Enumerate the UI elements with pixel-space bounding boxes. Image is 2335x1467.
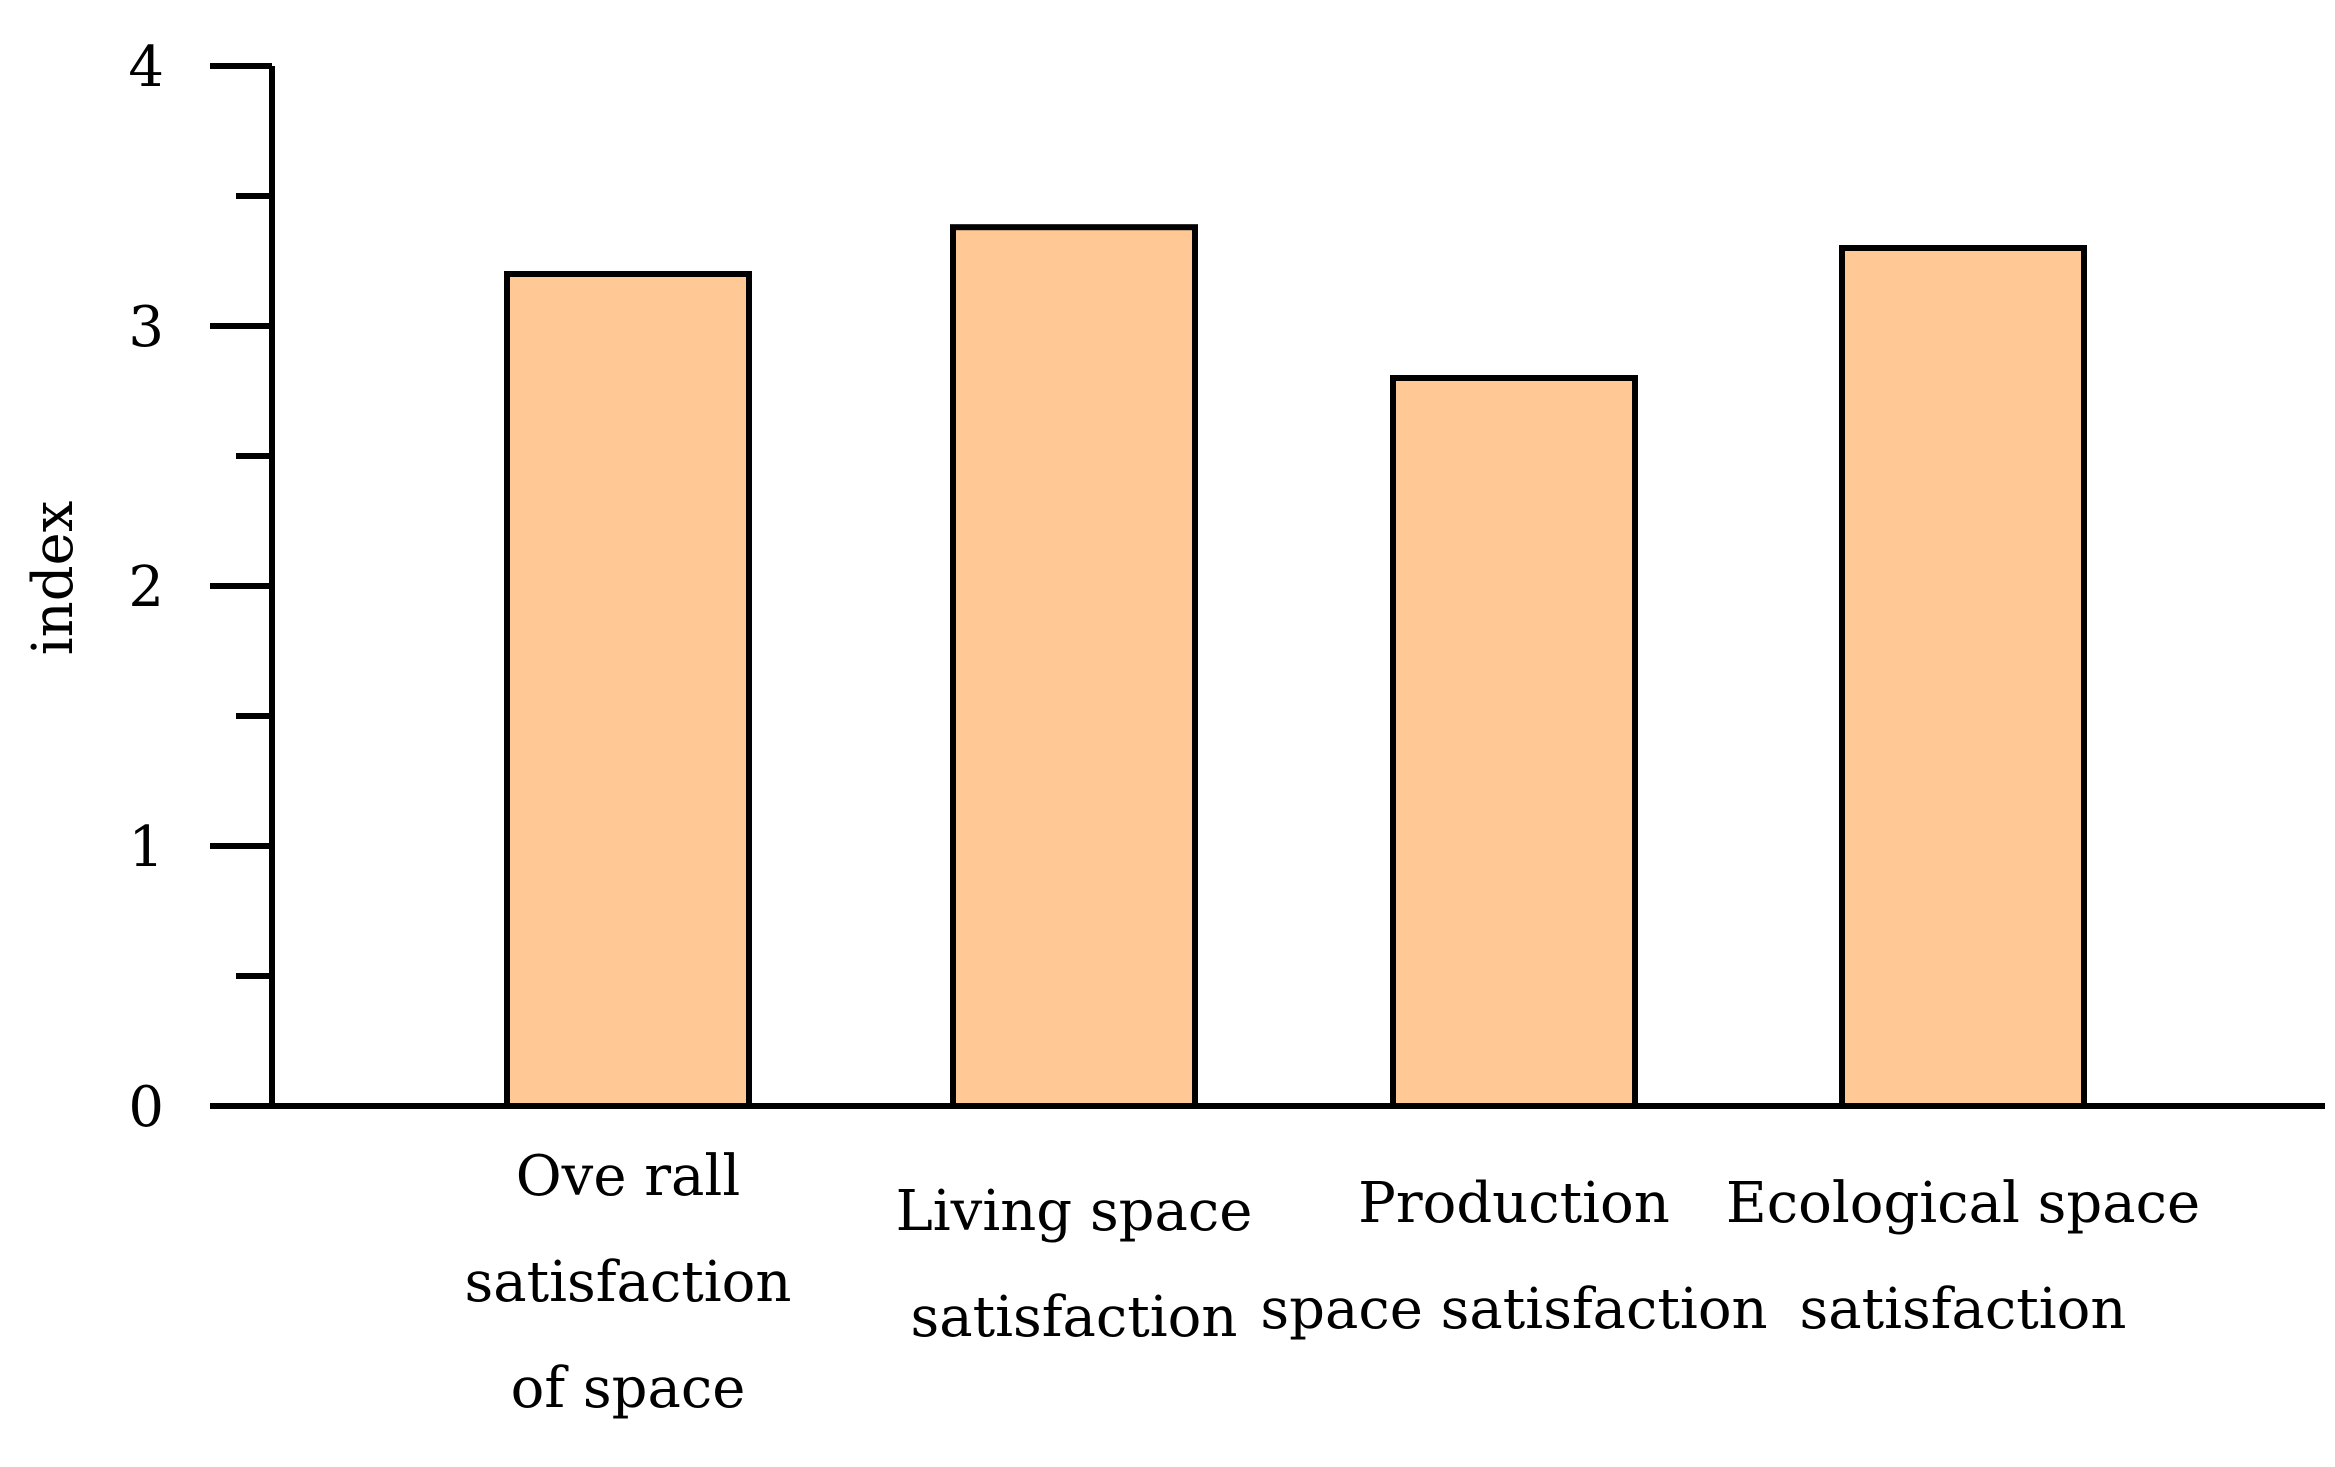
- x-category-label-line: satisfaction: [465, 1250, 792, 1315]
- x-category-label-line: Living space: [896, 1179, 1253, 1244]
- x-category-label-line: Production: [1358, 1171, 1670, 1236]
- x-category-label-line: Ecological space: [1726, 1171, 2200, 1236]
- bar-0: [504, 271, 752, 1109]
- x-category-label-3: Ecological space satisfaction: [1726, 1171, 2200, 1342]
- x-category-label-line: satisfaction: [911, 1285, 1238, 1350]
- y-axis-title: index: [21, 501, 86, 656]
- bars-layer: [504, 224, 2087, 1109]
- y-tick-label: 2: [128, 555, 164, 620]
- labels-layer: 0 1 2 3 4 Ove rall satisfaction of space Living …: [128, 35, 2200, 1421]
- x-category-label-line: space satisfaction: [1260, 1277, 1767, 1342]
- x-category-label-2: Production space satisfaction: [1260, 1171, 1767, 1342]
- x-category-label-0: Ove rall satisfaction of space: [465, 1144, 792, 1421]
- x-category-label-line: satisfaction: [1800, 1277, 2127, 1342]
- bar-1: [950, 224, 1198, 1109]
- y-tick-label: 3: [128, 295, 164, 360]
- ticks-layer: [210, 63, 272, 1109]
- x-category-label-1: Living space satisfaction: [896, 1179, 1253, 1350]
- y-tick-label: 1: [128, 815, 164, 880]
- y-tick-label: 4: [128, 35, 164, 100]
- bar-3: [1839, 245, 2087, 1109]
- bar-2: [1390, 375, 1638, 1109]
- x-category-label-line: of space: [511, 1356, 746, 1421]
- x-category-label-line: Ove rall: [516, 1144, 740, 1209]
- y-tick-label: 0: [128, 1075, 164, 1140]
